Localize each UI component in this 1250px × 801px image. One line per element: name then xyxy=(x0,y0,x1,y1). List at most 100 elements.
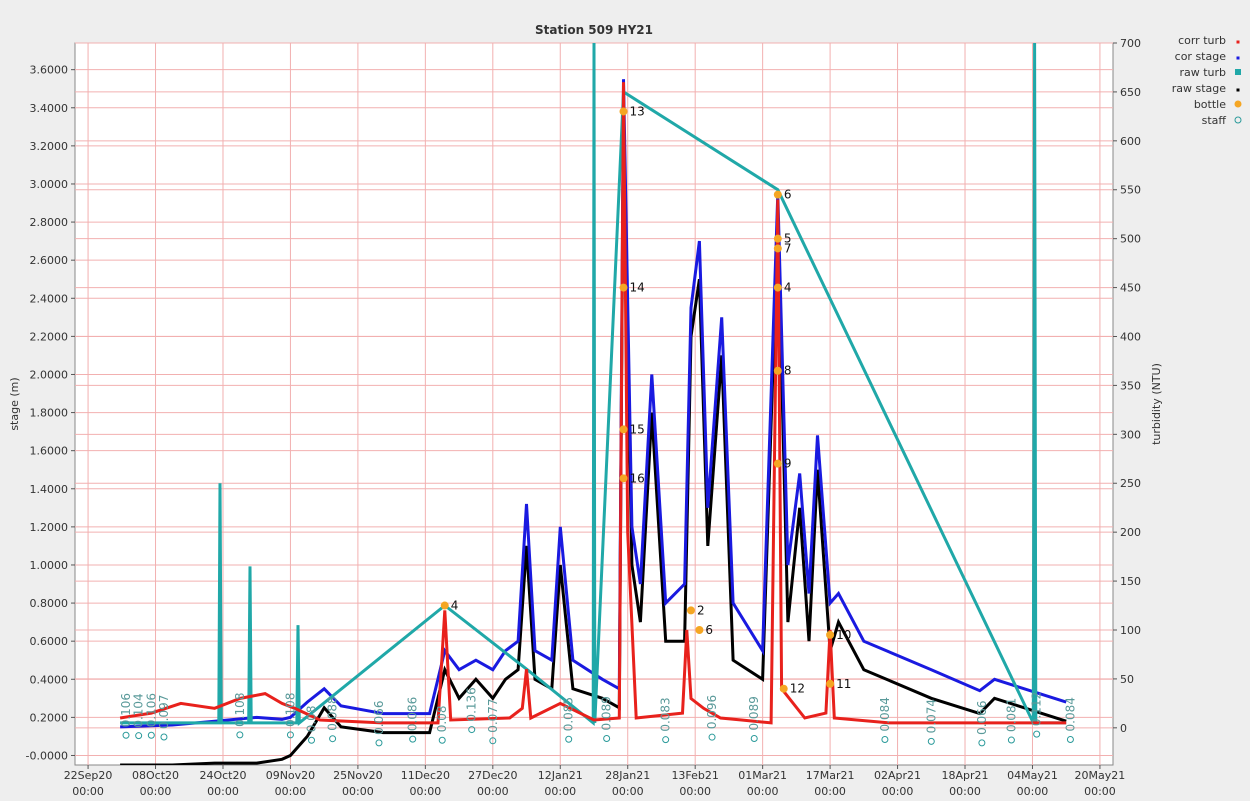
staff-label: 0.089 xyxy=(600,696,614,730)
x-tick-sublabel: 00:00 xyxy=(747,785,779,798)
staff-point xyxy=(122,731,130,739)
bottle-label: 4 xyxy=(784,281,792,295)
x-tick-sublabel: 00:00 xyxy=(612,785,644,798)
y2-tick-label: 600 xyxy=(1120,135,1141,148)
bottle-label: 4 xyxy=(451,599,459,613)
y-tick-label: 0.6000 xyxy=(30,635,69,648)
staff-point xyxy=(236,731,244,739)
bottle-label: 14 xyxy=(630,281,645,295)
staff-label: 0.112 xyxy=(1030,692,1044,726)
legend-label: staff xyxy=(1202,114,1227,127)
bottle-point xyxy=(773,459,782,468)
bottle-point xyxy=(619,425,628,434)
bottle-label: 5 xyxy=(784,232,792,246)
staff-point xyxy=(1066,735,1074,743)
bottle-point xyxy=(773,244,782,253)
bottle-label: 16 xyxy=(630,471,645,485)
x-tick-sublabel: 00:00 xyxy=(140,785,172,798)
x-tick-label: 09Nov20 xyxy=(266,769,315,782)
y-tick-label: 0.4000 xyxy=(30,673,69,686)
bottle-point xyxy=(619,474,628,483)
x-tick-label: 27Dec20 xyxy=(468,769,517,782)
staff-point xyxy=(468,726,476,734)
y-tick-label: 0.8000 xyxy=(30,597,69,610)
x-tick-label: 24Oct20 xyxy=(199,769,246,782)
staff-point xyxy=(603,735,611,743)
y-tick-label: 2.0000 xyxy=(30,368,69,381)
y-tick-label: 3.6000 xyxy=(30,64,69,77)
staff-point xyxy=(881,735,889,743)
legend-label: raw turb xyxy=(1179,66,1226,79)
staff-label: 0.136 xyxy=(465,687,479,721)
legend-label: cor stage xyxy=(1175,50,1227,63)
x-tick-label: 20May21 xyxy=(1075,769,1126,782)
x-tick-label: 18Apr21 xyxy=(941,769,988,782)
bottle-point xyxy=(826,630,835,639)
y-tick-label: 3.2000 xyxy=(30,140,69,153)
y-tick-label: 3.4000 xyxy=(30,102,69,115)
x-tick-label: 11Dec20 xyxy=(401,769,450,782)
x-tick-sublabel: 00:00 xyxy=(1084,785,1116,798)
x-tick-sublabel: 00:00 xyxy=(72,785,104,798)
staff-label: 0.066 xyxy=(372,701,386,735)
y-tick-label: 2.4000 xyxy=(30,292,69,305)
bottle-point xyxy=(773,283,782,292)
staff-point xyxy=(1033,730,1041,738)
y-tick-label: 1.4000 xyxy=(30,483,69,496)
staff-label: 0.084 xyxy=(1063,697,1077,731)
y-axis-label: stage (m) xyxy=(8,377,21,430)
x-tick-sublabel: 00:00 xyxy=(679,785,711,798)
x-tick-sublabel: 00:00 xyxy=(814,785,846,798)
staff-point xyxy=(375,739,383,747)
x-tick-label: 02Apr21 xyxy=(874,769,921,782)
staff-point xyxy=(662,736,670,744)
staff-point xyxy=(409,735,417,743)
y2-tick-label: 200 xyxy=(1120,526,1141,539)
y2-tick-label: 50 xyxy=(1120,673,1134,686)
legend-label: corr turb xyxy=(1178,34,1226,47)
bottle-label: 6 xyxy=(705,623,713,637)
staff-point xyxy=(160,733,168,741)
staff-point xyxy=(1007,736,1015,744)
legend-label: bottle xyxy=(1194,98,1226,111)
x-tick-sublabel: 00:00 xyxy=(544,785,576,798)
bottle-label: 10 xyxy=(836,628,851,642)
y-tick-label: 1.2000 xyxy=(30,521,69,534)
y-tick-label: 2.8000 xyxy=(30,216,69,229)
legend-marker xyxy=(1234,100,1242,108)
bottle-point xyxy=(619,107,628,116)
y2-tick-label: 500 xyxy=(1120,233,1141,246)
staff-label: 0.081 xyxy=(1004,698,1018,732)
staff-point xyxy=(135,732,143,740)
legend-marker xyxy=(1236,56,1240,60)
staff-label: 0.086 xyxy=(406,697,420,731)
staff-label: 0.066 xyxy=(975,701,989,735)
staff-point xyxy=(489,737,497,745)
bottle-label: 15 xyxy=(630,422,645,436)
x-tick-label: 04May21 xyxy=(1007,769,1058,782)
y-tick-label: -0.0000 xyxy=(26,749,68,762)
bottle-label: 11 xyxy=(836,677,851,691)
y-tick-label: 1.8000 xyxy=(30,407,69,420)
legend-marker xyxy=(1236,40,1240,44)
y2-tick-label: 450 xyxy=(1120,282,1141,295)
series-line xyxy=(119,82,1067,725)
bottle-point xyxy=(619,283,628,292)
x-tick-label: 01Mar21 xyxy=(738,769,787,782)
staff-point xyxy=(978,739,986,747)
staff-label: 0.08 xyxy=(305,706,319,733)
staff-label: 0.083 xyxy=(659,697,673,731)
bottle-label: 13 xyxy=(630,104,645,118)
y2-tick-label: 700 xyxy=(1120,37,1141,50)
bottle-label: 7 xyxy=(784,241,792,255)
bottle-point xyxy=(826,679,835,688)
bottle-label: 9 xyxy=(784,457,792,471)
staff-point xyxy=(927,737,935,745)
y2-tick-label: 400 xyxy=(1120,330,1141,343)
staff-label: 0.08 xyxy=(435,706,449,733)
x-tick-sublabel: 00:00 xyxy=(477,785,509,798)
y-tick-label: 2.2000 xyxy=(30,330,69,343)
staff-label: 0.104 xyxy=(132,693,146,727)
bottle-point xyxy=(773,366,782,375)
